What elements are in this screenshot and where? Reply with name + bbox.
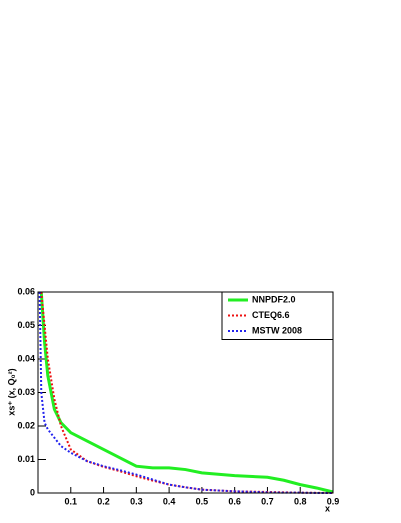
- legend-label: CTEQ6.6: [252, 310, 290, 320]
- x-tick-label: 0.2: [97, 496, 110, 506]
- x-tick-label: 0.8: [294, 496, 307, 506]
- series-line: [40, 291, 334, 494]
- x-tick-label: 0.3: [130, 496, 143, 506]
- y-tick-label: 0.04: [17, 353, 35, 363]
- x-tick-label: 0.7: [261, 496, 274, 506]
- x-tick-label: 0.4: [163, 496, 176, 506]
- series-line: [39, 291, 334, 494]
- legend-label: NNPDF2.0: [252, 294, 296, 304]
- x-axis-label: x: [325, 503, 330, 513]
- legend-label: MSTW 2008: [252, 325, 302, 335]
- y-axis-label: xs⁺ (x, Q₀²): [6, 368, 16, 415]
- x-tick-label: 0.5: [196, 496, 209, 506]
- y-tick-label: 0.03: [17, 387, 35, 397]
- x-tick-label: 0.9: [327, 496, 340, 506]
- x-tick-label: 0.6: [228, 496, 241, 506]
- plot-frame-top: [37, 291, 334, 494]
- y-tick-label: 0.05: [17, 320, 35, 330]
- y-tick-label: 0.06: [17, 286, 35, 296]
- y-tick-label: 0.02: [17, 420, 35, 430]
- y-tick-label: 0: [30, 487, 35, 497]
- x-tick-label: 0.1: [65, 496, 78, 506]
- y-tick-label: 0.01: [17, 454, 35, 464]
